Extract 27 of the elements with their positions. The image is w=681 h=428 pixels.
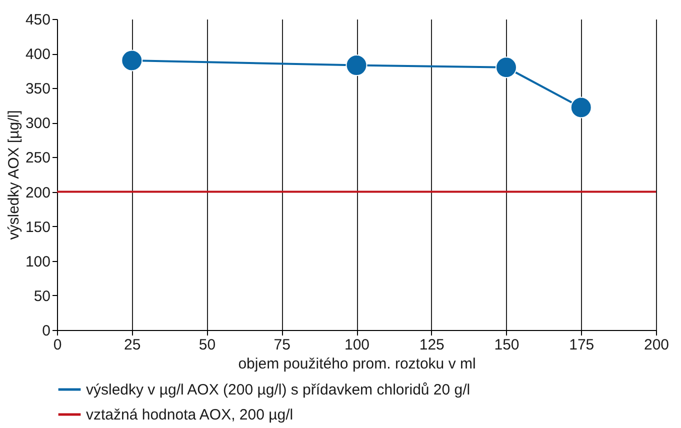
y-tick-label: 0 (42, 322, 50, 340)
x-tick-label: 125 (419, 336, 444, 354)
point (570, 96, 592, 118)
point (121, 50, 143, 72)
x-tick-label: 200 (644, 336, 670, 354)
y-tick-label: 450 (25, 12, 50, 28)
y-tick-label: 250 (25, 150, 50, 167)
x-tick-label: 50 (198, 336, 216, 354)
x-tick-label: 150 (494, 336, 520, 354)
y-axis-title: výsledky AOX [µg/l] (5, 110, 22, 240)
x-tick-label: 100 (344, 336, 370, 354)
y-tick-label: 100 (25, 253, 50, 270)
y-tick-label: 200 (25, 184, 50, 202)
x-tick-label: 175 (569, 336, 594, 354)
x-axis-title: objem použitého prom. roztoku v ml (238, 356, 476, 372)
x-tick-label: 0 (53, 336, 62, 354)
x-tick-label: 75 (274, 336, 290, 354)
y-tick-label: 150 (25, 218, 50, 236)
y-tick-label: 350 (25, 80, 50, 98)
y-tick-label: 300 (25, 115, 50, 132)
point (496, 56, 517, 78)
y-tick-label: 400 (25, 46, 50, 64)
legend-label: výsledky v µg/l AOX (200 µg/l) s přídavkem chloridů 20 g/l (86, 382, 470, 398)
point (346, 54, 368, 76)
y-tick-label: 50 (34, 288, 50, 305)
x-tick-label: 25 (124, 336, 141, 354)
legend-label: vztažná hodnota AOX, 200 µg/l (86, 406, 294, 424)
